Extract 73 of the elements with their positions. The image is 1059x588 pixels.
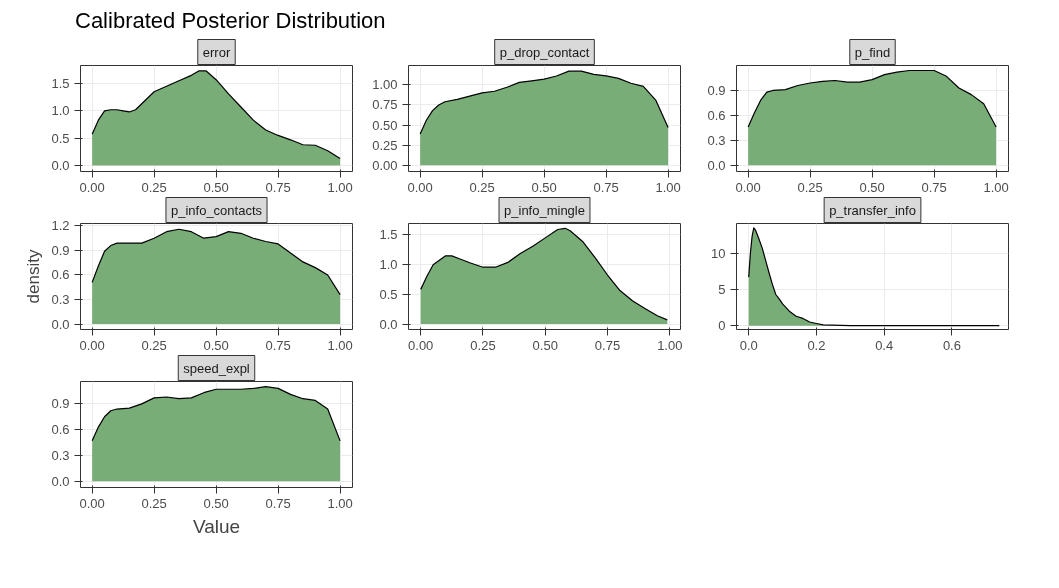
x-tick-label: 0.00 — [735, 179, 761, 195]
y-tick-label: 1.0 — [379, 256, 398, 272]
x-tick-label: 1.00 — [657, 337, 683, 353]
chart-title: speed_expl — [183, 360, 250, 376]
y-tick-label: 0 — [718, 318, 726, 334]
x-tick-label: 0.75 — [265, 495, 291, 511]
x-tick-label: 0.50 — [531, 179, 557, 195]
chart-title: p_info_mingle — [504, 202, 585, 218]
x-tick-label: 0.50 — [203, 179, 229, 195]
y-tick-label: 0.0 — [51, 157, 70, 173]
y-tick-label: 1.0 — [51, 103, 70, 119]
y-tick-label: 1.5 — [379, 226, 398, 242]
x-tick-label: 0.75 — [921, 179, 947, 195]
y-tick-label: 0.50 — [372, 117, 398, 133]
y-tick-label: 0.5 — [51, 130, 70, 146]
y-tick-label: 0.0 — [51, 316, 70, 332]
y-tick-label: 1.2 — [51, 218, 70, 234]
y-tick-label: 0.6 — [51, 267, 70, 283]
x-tick-label: 0.75 — [593, 179, 619, 195]
x-tick-label: 0.75 — [594, 337, 621, 353]
x-tick-label: 0.50 — [859, 179, 885, 195]
y-tick-label: 10 — [711, 245, 726, 261]
y-tick-label: 0.6 — [707, 107, 726, 123]
y-tick-label: 0.0 — [51, 473, 70, 489]
y-tick-label: 0.00 — [372, 157, 398, 173]
x-tick-label: 1.00 — [655, 179, 681, 195]
x-tick-label: 0.4 — [875, 337, 894, 353]
y-tick-label: 0.0 — [379, 316, 398, 332]
x-tick-label: 1.00 — [327, 337, 353, 353]
x-tick-label: 0.2 — [807, 337, 826, 353]
x-tick-label: 0.25 — [469, 179, 495, 195]
x-tick-label: 0.6 — [942, 337, 961, 353]
x-tick-label: 0.75 — [265, 337, 291, 353]
y-tick-label: 0.6 — [51, 422, 70, 438]
x-tick-label: 0.25 — [141, 179, 167, 195]
x-tick-label: 0.50 — [203, 495, 229, 511]
y-tick-label: 0.3 — [51, 447, 70, 463]
y-axis-title: density — [24, 249, 44, 304]
x-tick-label: 0.50 — [532, 337, 558, 353]
x-tick-label: 1.00 — [327, 179, 353, 195]
y-tick-label: 0.75 — [372, 97, 398, 113]
y-tick-label: 0.3 — [51, 292, 70, 308]
chart-title: p_find — [854, 44, 891, 60]
x-tick-label: 0.75 — [265, 179, 291, 195]
y-tick-label: 0.9 — [51, 242, 70, 258]
x-tick-label: 0.50 — [203, 337, 229, 353]
y-tick-label: 0.9 — [51, 396, 70, 412]
chart-title: p_transfer_info — [829, 202, 916, 218]
x-tick-label: 0.00 — [79, 495, 105, 511]
x-tick-label: 0.25 — [141, 495, 167, 511]
chart-title: p_info_contacts — [170, 202, 263, 218]
x-axis-title: Value — [192, 515, 241, 537]
x-tick-label: 0.00 — [79, 179, 105, 195]
x-tick-label: 0.25 — [797, 179, 823, 195]
x-tick-label: 0.00 — [79, 337, 105, 353]
x-tick-label: 0.00 — [408, 337, 434, 353]
x-tick-label: 1.00 — [327, 495, 353, 511]
y-tick-label: 0.3 — [707, 132, 726, 148]
x-tick-label: 0.0 — [739, 337, 758, 353]
y-tick-label: 0.0 — [707, 157, 726, 173]
y-tick-label: 0.5 — [379, 286, 398, 302]
y-tick-label: 1.5 — [51, 76, 70, 92]
x-tick-label: 0.25 — [141, 337, 167, 353]
chart-title: p_drop_contact — [499, 44, 590, 60]
x-tick-label: 0.25 — [470, 337, 496, 353]
x-tick-label: 1.00 — [983, 179, 1009, 195]
text: Calibrated Posterior Distribution — [75, 7, 386, 35]
y-tick-label: 0.9 — [707, 82, 726, 98]
chart-title: error — [202, 44, 231, 60]
y-tick-label: 0.25 — [372, 137, 398, 153]
x-tick-label: 0.00 — [407, 179, 433, 195]
y-tick-label: 5 — [718, 281, 726, 297]
y-tick-label: 1.00 — [372, 77, 398, 93]
